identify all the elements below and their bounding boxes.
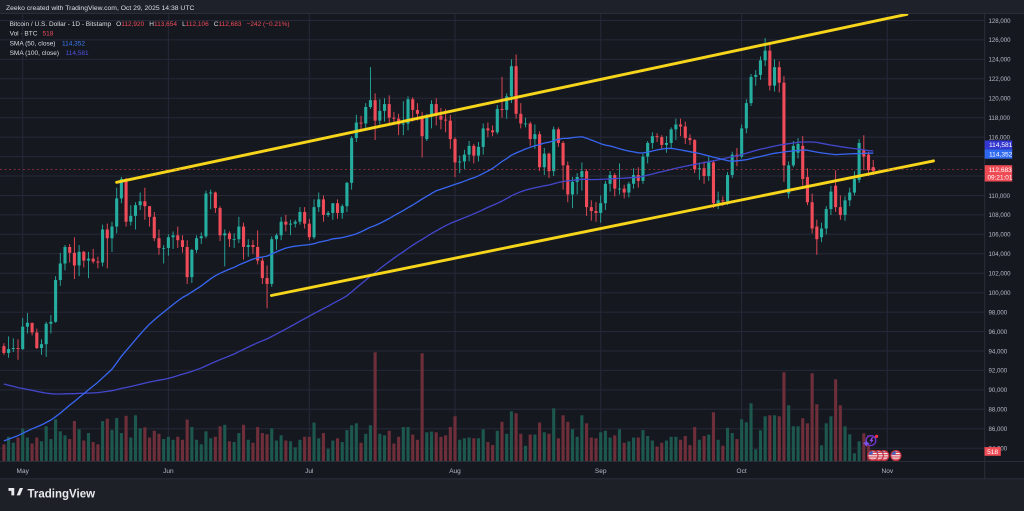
svg-text:98,000: 98,000 (989, 309, 1008, 316)
svg-text:88,000: 88,000 (989, 407, 1008, 414)
svg-text:TradingView: TradingView (28, 489, 96, 501)
svg-text:120,000: 120,000 (989, 96, 1012, 103)
svg-text:126,000: 126,000 (989, 37, 1012, 44)
svg-text:114,352: 114,352 (989, 151, 1013, 158)
svg-text:Sep: Sep (595, 468, 607, 475)
svg-text:Vol · BTC 518: Vol · BTC 518 (10, 31, 54, 38)
svg-text:09:21:01: 09:21:01 (988, 175, 1013, 182)
svg-text:90,000: 90,000 (989, 387, 1008, 394)
svg-text:124,000: 124,000 (989, 57, 1012, 64)
svg-text:96,000: 96,000 (989, 329, 1008, 336)
svg-text:110,000: 110,000 (989, 193, 1011, 200)
svg-text:108,000: 108,000 (989, 212, 1012, 219)
svg-text:104,000: 104,000 (989, 251, 1012, 258)
svg-text:Jul: Jul (305, 468, 314, 475)
svg-text:122,000: 122,000 (989, 76, 1012, 83)
svg-text:118,000: 118,000 (989, 115, 1011, 122)
svg-text:94,000: 94,000 (989, 348, 1008, 355)
svg-text:Jun: Jun (163, 468, 174, 475)
svg-text:106,000: 106,000 (989, 232, 1012, 239)
svg-text:Bitcoin / U.S. Dollar - 1D - B: Bitcoin / U.S. Dollar - 1D - Bitstamp O1… (10, 21, 290, 28)
svg-text:86,000: 86,000 (989, 426, 1008, 433)
svg-text:114,581: 114,581 (989, 142, 1013, 149)
svg-text:Nov: Nov (882, 468, 894, 475)
svg-text:128,000: 128,000 (989, 18, 1012, 25)
svg-text:SMA (50, close) 114,352: SMA (50, close) 114,352 (10, 40, 86, 47)
svg-text:100,000: 100,000 (989, 290, 1012, 297)
svg-text:518: 518 (987, 449, 998, 456)
svg-text:112,683: 112,683 (989, 167, 1013, 174)
svg-text:SMA (100, close) 114,581: SMA (100, close) 114,581 (10, 50, 89, 57)
svg-text:116,000: 116,000 (989, 134, 1011, 141)
svg-text:May: May (17, 468, 30, 475)
svg-text:Oct: Oct (737, 468, 747, 475)
svg-text:Aug: Aug (449, 468, 461, 475)
svg-text:102,000: 102,000 (989, 271, 1012, 278)
svg-text:Zeeko created with TradingView: Zeeko created with TradingView.com, Oct … (6, 5, 194, 12)
svg-text:92,000: 92,000 (989, 368, 1008, 375)
